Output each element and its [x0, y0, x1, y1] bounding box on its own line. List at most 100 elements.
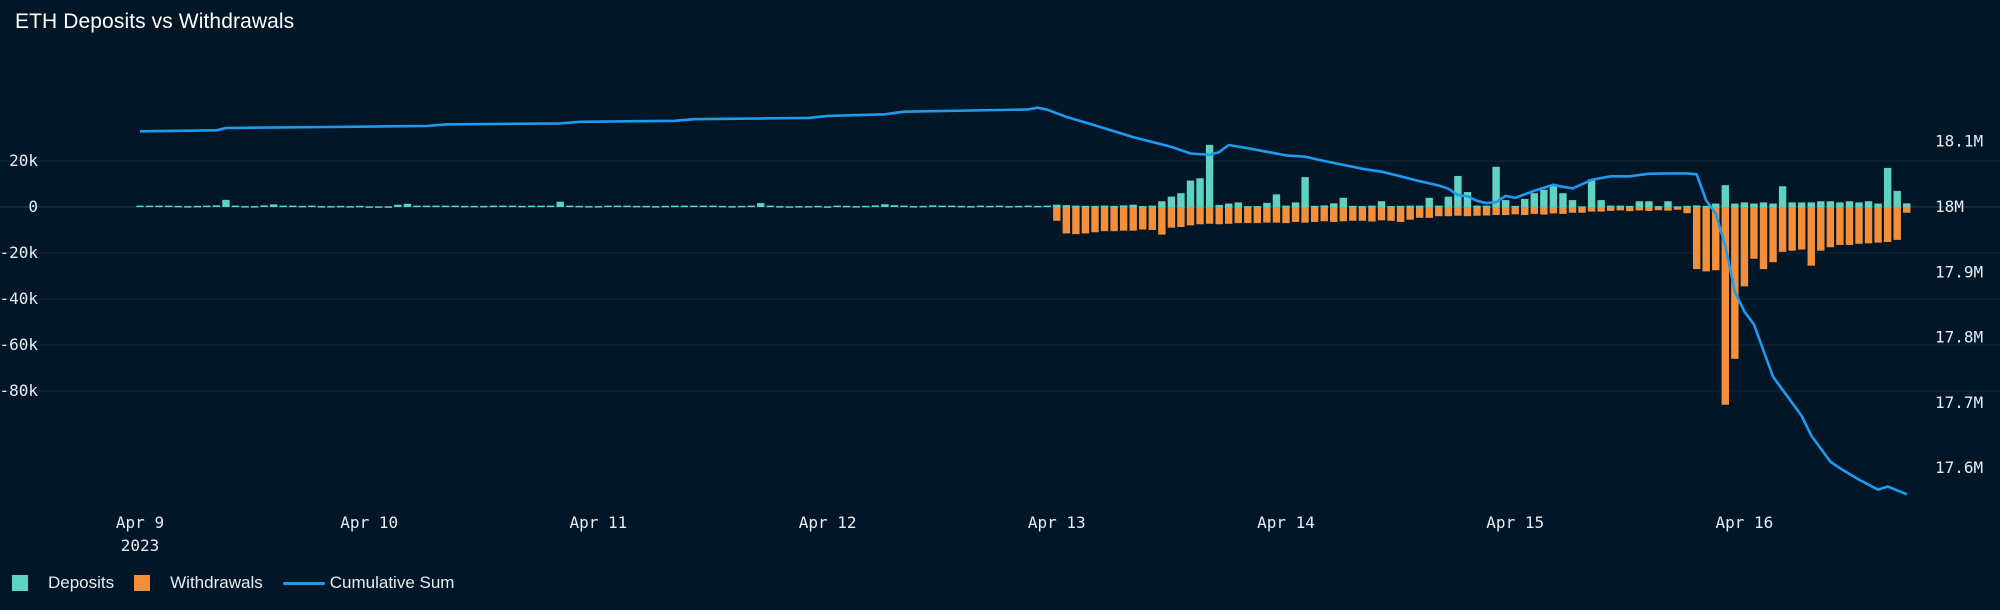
deposit-bar [1530, 193, 1538, 207]
withdrawal-bar [1740, 207, 1749, 287]
deposit-bar [1817, 201, 1825, 207]
deposit-bar [881, 204, 889, 207]
withdrawal-bar [1750, 207, 1758, 259]
legend-item-withdrawals[interactable]: Withdrawals [134, 573, 263, 593]
withdrawal-bar [1053, 207, 1061, 221]
x-tick: Apr 16 [1716, 513, 1774, 532]
deposit-bar [241, 206, 249, 208]
deposit-bar [336, 205, 345, 208]
deposit-bar [470, 205, 478, 208]
deposit-bar [1053, 204, 1061, 207]
withdrawal-bar [1893, 207, 1901, 240]
withdrawal-bar [1731, 207, 1739, 359]
deposit-bar [441, 205, 450, 208]
legend-item-cumulative-sum[interactable]: Cumulative Sum [282, 573, 454, 593]
deposit-bar [432, 205, 440, 208]
withdrawal-bar [1425, 207, 1433, 218]
withdrawal-bar [1540, 207, 1548, 215]
x-tick: Apr 13 [1028, 513, 1086, 532]
deposit-bar [776, 206, 784, 208]
deposit-bar [1282, 205, 1290, 208]
deposit-bar [909, 206, 918, 208]
deposit-bar [1712, 203, 1720, 207]
y-tick-left: -60k [0, 335, 38, 354]
withdrawal-bar [1158, 207, 1166, 235]
withdrawal-bar [1855, 207, 1863, 244]
deposit-bar [967, 206, 975, 208]
x-tick-year: 2023 [121, 536, 160, 555]
deposit-bar [1014, 205, 1023, 208]
withdrawal-bar [1148, 207, 1156, 230]
withdrawal-bar [1654, 207, 1663, 211]
x-tick: Apr 10 [340, 513, 398, 532]
withdrawal-bar [1798, 207, 1806, 250]
deposit-bar [327, 206, 335, 208]
deposit-bar [690, 205, 698, 208]
deposit-bar [1435, 205, 1443, 208]
deposit-bar [1482, 205, 1491, 208]
withdrawal-bar [1081, 207, 1090, 234]
deposit-bar [461, 205, 469, 208]
x-tick: Apr 9 [116, 513, 164, 532]
withdrawal-bar [1062, 207, 1071, 234]
withdrawal-bar [1692, 207, 1701, 270]
deposit-bar [489, 205, 498, 208]
deposit-bar [919, 205, 927, 208]
legend-swatch-cumulative-sum [282, 581, 325, 585]
deposit-bar [1234, 202, 1242, 207]
deposit-bar [1778, 186, 1787, 207]
x-tick: Apr 11 [570, 513, 628, 532]
withdrawal-bar [1234, 207, 1242, 224]
withdrawal-bar [1167, 207, 1176, 228]
withdrawal-bar [1702, 207, 1710, 272]
deposit-bar [451, 205, 459, 208]
y-tick-right: 17.6M [1935, 458, 1983, 477]
deposit-bar [279, 205, 287, 208]
deposit-bar [1740, 202, 1749, 207]
y-tick-right: 17.7M [1935, 393, 1983, 412]
bars [136, 144, 1911, 405]
deposit-bar [1167, 196, 1176, 207]
deposit-bar [1253, 206, 1262, 208]
withdrawal-bar [1607, 207, 1615, 211]
deposit-bar [1291, 202, 1300, 207]
deposit-bar [1119, 205, 1128, 207]
deposit-bar [1788, 202, 1796, 207]
cumulative-sum-line [139, 106, 1908, 496]
withdrawal-bar [1377, 207, 1386, 221]
deposit-bar [833, 205, 841, 208]
deposit-bar [546, 205, 555, 208]
withdrawal-bar [1578, 207, 1586, 213]
legend-item-deposits[interactable]: Deposits [12, 573, 114, 593]
deposit-bar [728, 206, 736, 208]
withdrawal-bar [1587, 207, 1596, 212]
deposit-bar [355, 205, 364, 208]
withdrawal-bar [1568, 207, 1577, 213]
deposit-bar [1387, 206, 1395, 208]
withdrawal-bar [1559, 207, 1567, 214]
cumulative-line [139, 106, 1908, 496]
deposit-bar [1263, 202, 1271, 207]
withdrawal-bar [1864, 207, 1873, 244]
y-tick-right: 18.1M [1935, 132, 1983, 151]
withdrawal-bar [1721, 207, 1729, 405]
withdrawal-bar [1263, 207, 1271, 223]
deposit-bar [1081, 205, 1090, 208]
deposit-bar [403, 203, 412, 207]
withdrawal-bar [1330, 207, 1338, 222]
deposit-bar [1759, 202, 1768, 207]
deposit-bar [1903, 203, 1911, 207]
withdrawal-bar [1272, 207, 1281, 223]
deposit-bar [365, 206, 373, 208]
deposit-bar [680, 205, 689, 208]
withdrawal-bar [1444, 207, 1453, 217]
deposit-bar [1215, 204, 1223, 207]
deposit-bar [652, 206, 660, 208]
deposit-bar [1425, 197, 1433, 207]
deposit-bar [231, 205, 240, 208]
withdrawal-bar [1597, 207, 1605, 212]
deposit-bar [1196, 178, 1204, 207]
deposit-bar [527, 205, 536, 208]
deposit-bar [1750, 203, 1758, 207]
deposit-bar [1110, 205, 1118, 208]
